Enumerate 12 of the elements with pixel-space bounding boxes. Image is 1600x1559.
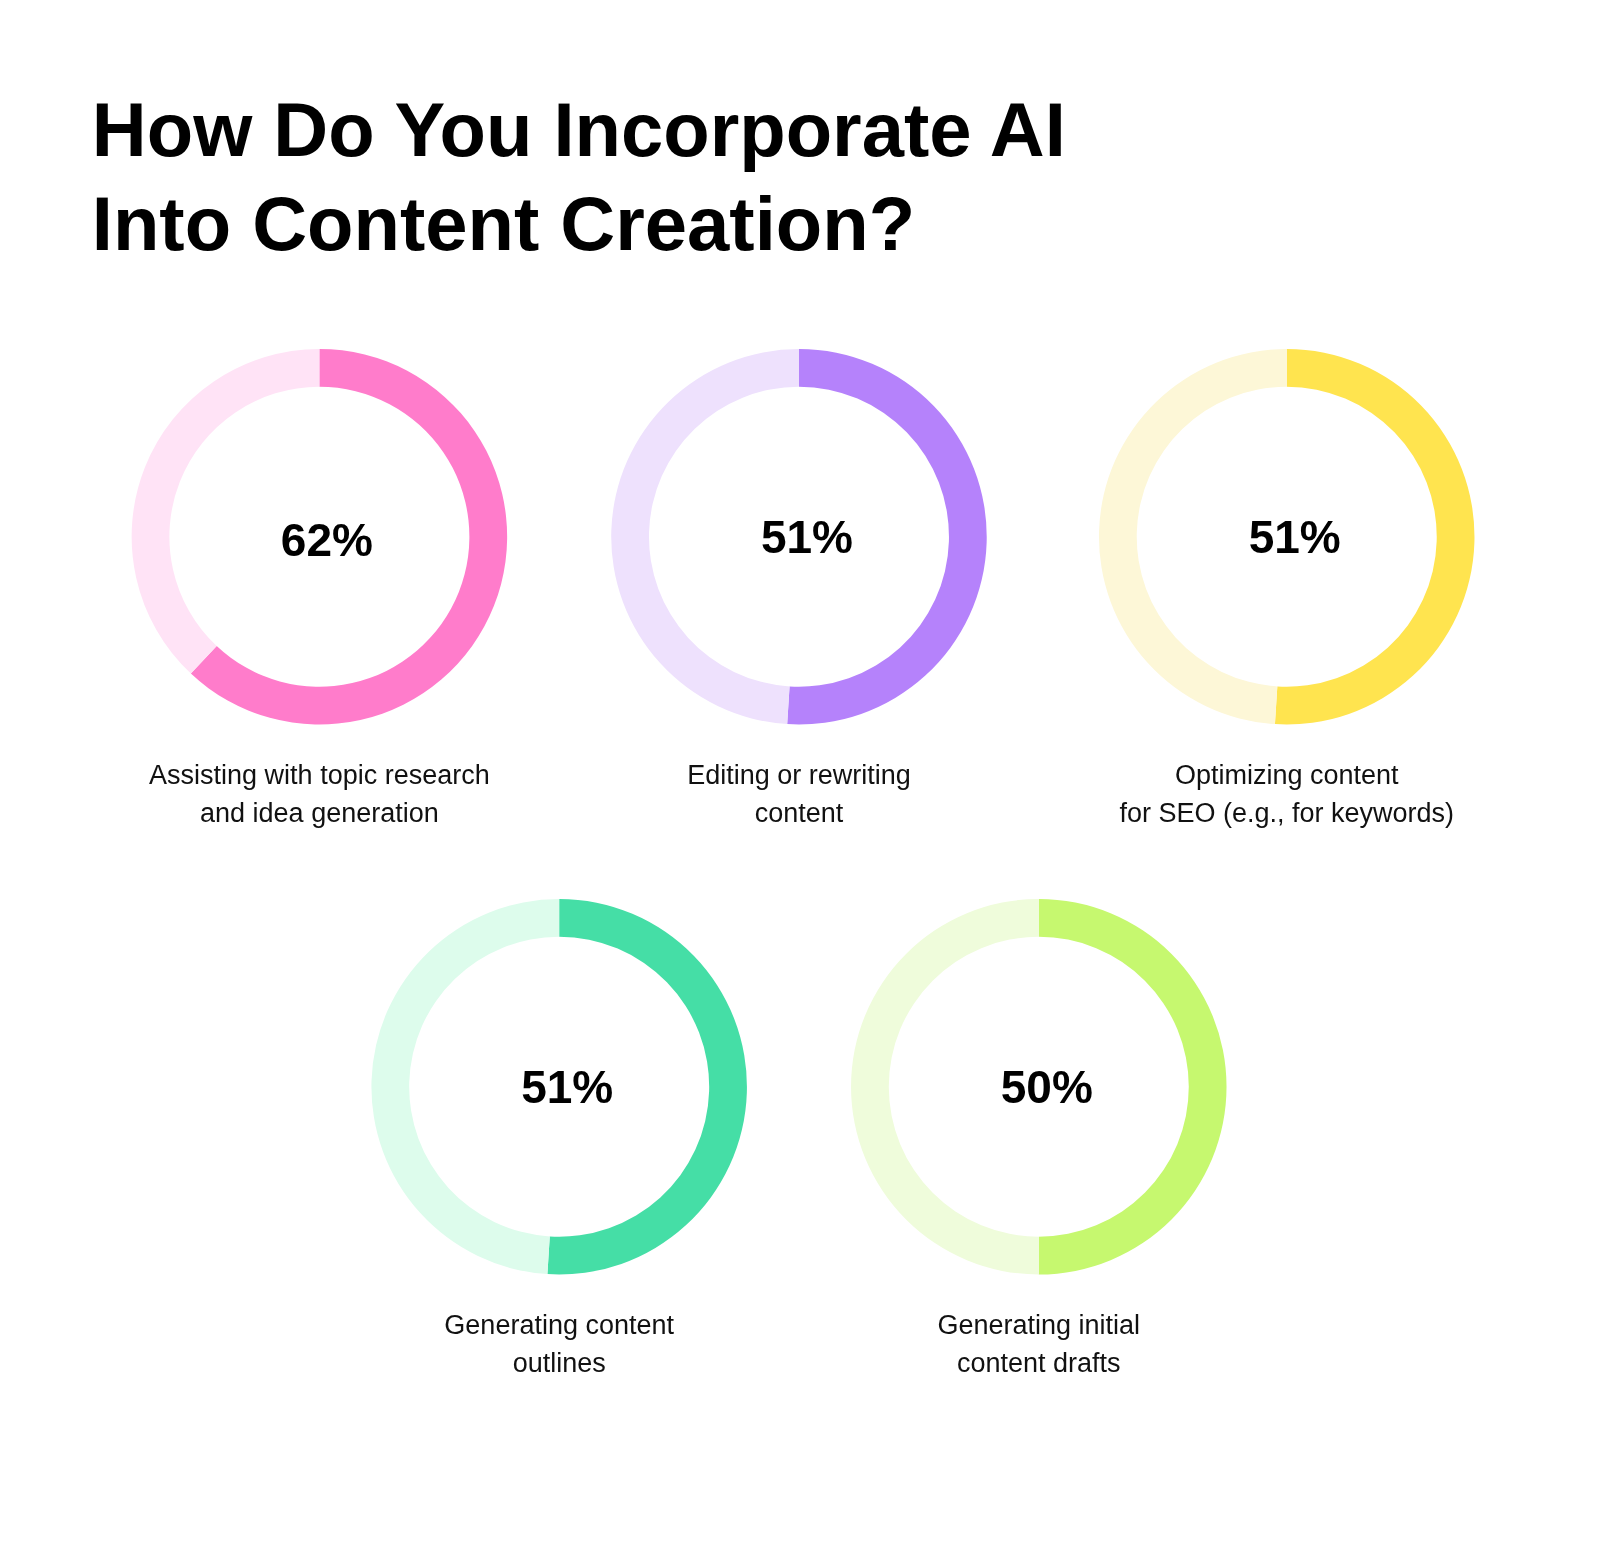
text: Editing or rewriting content bbox=[687, 759, 911, 829]
data-label: 51% bbox=[760, 511, 854, 564]
data-label: 50% bbox=[1000, 1060, 1093, 1113]
data-label: 51% bbox=[1248, 511, 1341, 564]
text: Optimizing content for SEO (e.g., for keywords) bbox=[1119, 759, 1455, 829]
text: How Do You Incorporate AI Into Content Creation? bbox=[91, 87, 1066, 266]
text: Generating initial content drafts bbox=[937, 1309, 1141, 1379]
text: Assisting with topic research and idea generation bbox=[149, 759, 490, 829]
donut-slice bbox=[190, 348, 508, 725]
data-label: 62% bbox=[280, 513, 373, 566]
data-label: 51% bbox=[521, 1061, 614, 1114]
text: Generating content outlines bbox=[444, 1309, 675, 1379]
